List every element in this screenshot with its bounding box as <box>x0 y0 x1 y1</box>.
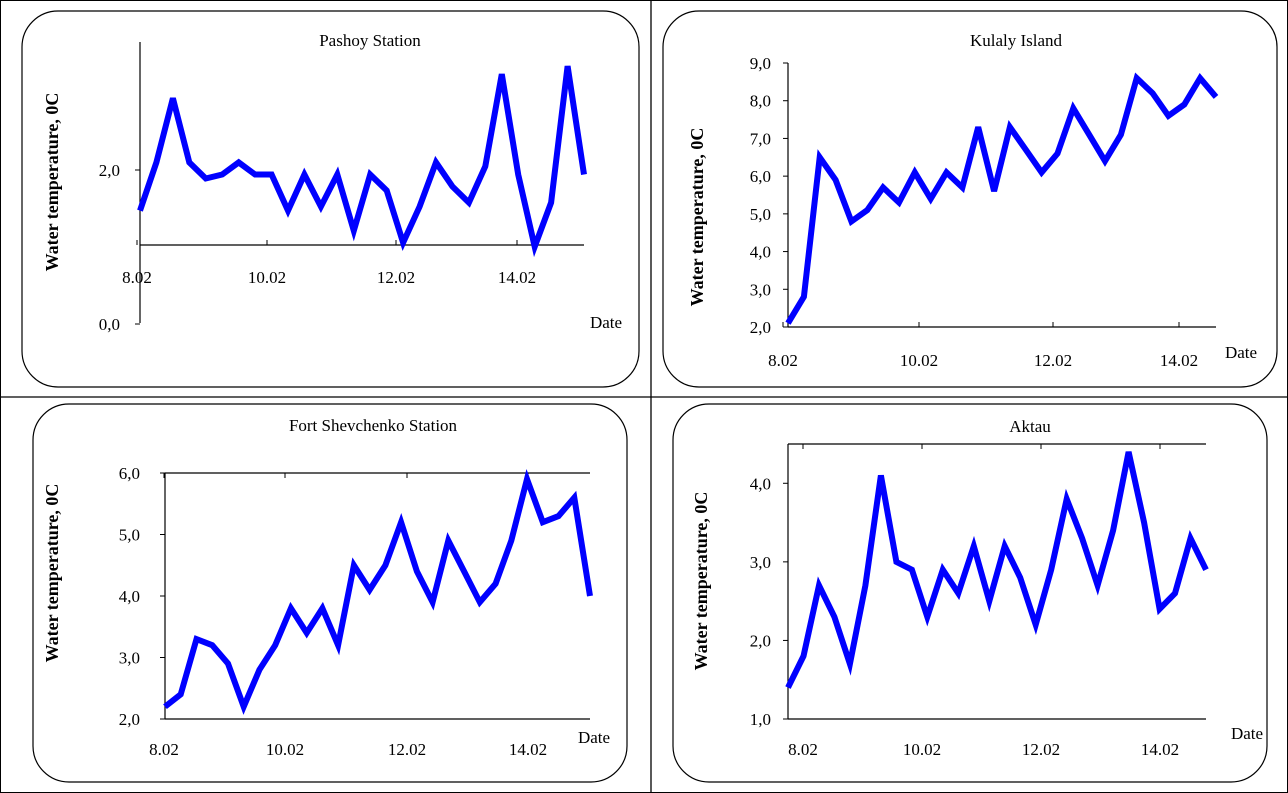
y-tick-label: 8,0 <box>750 92 771 111</box>
x-tick-label: 12.02 <box>388 740 426 759</box>
y-tick-label: 1,0 <box>750 710 771 729</box>
series-line <box>137 65 587 258</box>
y-tick-label: 3,0 <box>750 280 771 299</box>
x-axis-label: Date <box>590 313 622 332</box>
x-axis-label: Date <box>1231 724 1263 743</box>
y-tick-label: 9,0 <box>750 54 771 73</box>
chart-svg: 1,0 2,0 3,0 4,0 8.02 10.02 12.02 14.02 Aktau Date… <box>672 403 1268 783</box>
x-tick-label: 8.02 <box>768 351 798 370</box>
y-tick-label: 2,0 <box>99 161 120 180</box>
y-tick-label: 4,0 <box>750 474 771 493</box>
chart-panel-aktau: 1,0 2,0 3,0 4,0 8.02 10.02 12.02 14.02 Aktau Date… <box>651 397 1288 793</box>
y-tick-label: 4,0 <box>750 243 771 262</box>
y-tick-label: 6,0 <box>750 167 771 186</box>
chart-panel-pashoy-station: 0,0 2,0 8.02 10.02 12.02 14.02 Pashoy Station D… <box>0 0 651 397</box>
series-line <box>785 451 1209 689</box>
x-axis-label: Date <box>1225 343 1257 362</box>
chart-svg: 2,0 3,0 4,0 5,0 6,0 8.02 10.02 12.02 14.02 Fort S… <box>32 403 628 783</box>
x-tick-label: 10.02 <box>903 740 941 759</box>
y-tick-label: 4,0 <box>119 587 140 606</box>
y-axis-label: Water temperature, 0C <box>691 492 711 671</box>
chart-title: Aktau <box>1009 417 1051 436</box>
y-axis-label: Water temperature, 0C <box>42 484 62 663</box>
x-tick-label: 14.02 <box>509 740 547 759</box>
x-tick-label: 12.02 <box>377 268 415 287</box>
y-tick-label: 5,0 <box>750 205 771 224</box>
chart-title: Kulaly Island <box>970 31 1063 50</box>
y-tick-label: 2,0 <box>750 631 771 650</box>
x-tick-label: 14.02 <box>1160 351 1198 370</box>
x-tick-label: 10.02 <box>266 740 304 759</box>
y-tick-label: 3,0 <box>119 649 140 668</box>
x-tick-label: 8.02 <box>149 740 179 759</box>
x-tick-label: 14.02 <box>1141 740 1179 759</box>
chart-svg: 0,0 2,0 8.02 10.02 12.02 14.02 Pashoy Station D… <box>21 10 640 388</box>
y-axis-label: Water temperature, 0C <box>687 128 707 307</box>
y-tick-label: 7,0 <box>750 129 771 148</box>
y-tick-label: 2,0 <box>750 318 771 337</box>
chart-title: Fort Shevchenko Station <box>289 416 458 435</box>
y-tick-label: 5,0 <box>119 526 140 545</box>
x-tick-label: 10.02 <box>248 268 286 287</box>
chart-title: Pashoy Station <box>319 31 421 50</box>
y-tick-label: 0,0 <box>99 315 120 334</box>
series-line <box>785 72 1219 325</box>
x-tick-label: 14.02 <box>498 268 536 287</box>
x-tick-label: 12.02 <box>1022 740 1060 759</box>
y-tick-label: 3,0 <box>750 553 771 572</box>
chart-svg: 2,0 3,0 4,0 5,0 6,0 7,0 8,0 9,0 8.02 10.02 12.02 14… <box>662 10 1278 388</box>
y-axis-label: Water temperature, 0C <box>42 93 62 272</box>
series-line <box>163 468 593 715</box>
chart-panel-fort-shevchenko-station: 2,0 3,0 4,0 5,0 6,0 8.02 10.02 12.02 14.02 Fort S… <box>0 397 651 793</box>
x-tick-label: 12.02 <box>1034 351 1072 370</box>
x-axis-label: Date <box>578 728 610 747</box>
x-tick-label: 8.02 <box>788 740 818 759</box>
y-tick-label: 6,0 <box>119 464 140 483</box>
chart-panel-kulaly-island: 2,0 3,0 4,0 5,0 6,0 7,0 8,0 9,0 8.02 10.02 12.02 14… <box>651 0 1288 397</box>
x-tick-label: 10.02 <box>900 351 938 370</box>
x-tick-label: 8.02 <box>122 268 152 287</box>
y-tick-label: 2,0 <box>119 710 140 729</box>
